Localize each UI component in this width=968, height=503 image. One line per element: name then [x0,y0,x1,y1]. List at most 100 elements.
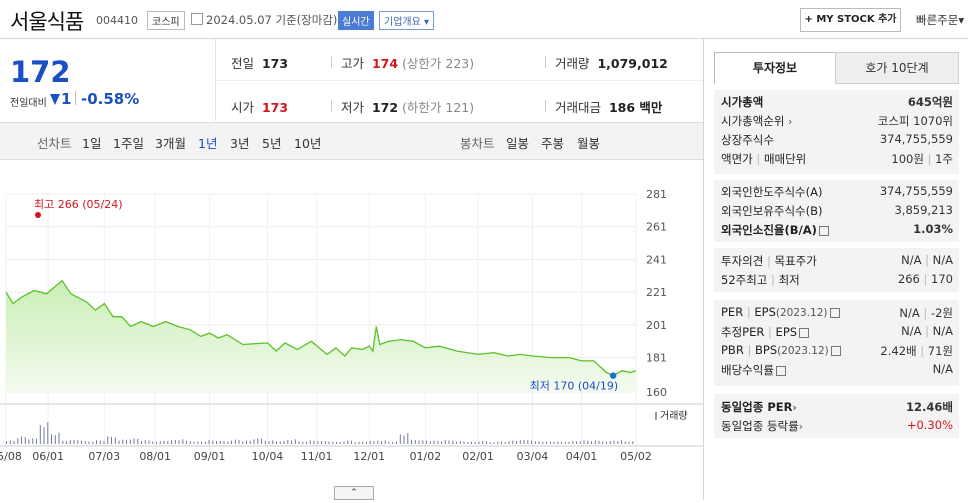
volume-bar [309,440,311,444]
volume-bar [602,441,604,444]
y-tick-label: 160 [646,386,667,399]
volume-bar [152,441,154,444]
realtime-button[interactable]: 실시간 [338,11,374,30]
market-cap-rank-row[interactable]: 시가총액순위 › 코스피 1070위 [721,114,953,128]
low-label: 최저 170 (04/19) [530,380,619,393]
candle-daily[interactable]: 일봉 [506,136,530,151]
period-3m[interactable]: 3개월 [155,136,186,151]
foreign-box: 외국인한도주식수(A) 374,755,559 외국인보유주식수(B) 3,859,… [714,180,959,242]
volume-bar [9,440,11,444]
volume-bar [287,439,289,444]
volume-legend-icon [655,412,657,420]
volume-bar [388,441,390,444]
volume-bar [579,441,581,444]
stock-header: 서울식품 004410 코스피 2024.05.07 기준(장마감) 실시간 기… [0,0,968,39]
x-tick-label: 03/04 [517,450,549,463]
volume-bar [531,440,532,444]
volume-bar [126,440,127,444]
volume-bar [294,439,296,444]
volume-bar [47,422,49,444]
period-3y[interactable]: 3년 [230,136,250,151]
period-1y[interactable]: 1년 [198,136,218,151]
volume-bar [159,441,161,444]
volume-bar [141,441,142,444]
volume-bar [621,440,622,444]
help-icon[interactable] [775,365,786,376]
help-icon[interactable] [818,225,829,236]
volume-bar [598,440,600,444]
opinion-row: 투자의견 | 목표주가 N/A | N/A [721,253,953,268]
est-per-row: 추정PER | EPS N/A | N/A [721,324,953,339]
help-icon[interactable] [799,327,810,338]
volume-bar [114,437,116,444]
expand-chart-button[interactable]: ⌃ [334,486,374,500]
volume-bar [193,441,195,444]
volume-bar [36,438,37,444]
stock-code: 004410 [96,14,138,27]
volume-bar [512,440,514,444]
candle-weekly[interactable]: 주봉 [541,136,565,151]
volume-bar [261,438,262,444]
volume-bar [107,436,109,444]
sector-rate-row[interactable]: 동일업종 등락률› +0.30% [721,418,953,433]
tab-investment-info[interactable]: 투자정보 [714,52,836,84]
volume-bar [384,440,386,444]
volume-bar [81,440,82,444]
volume-bar [208,440,210,444]
volume-bar [617,441,619,444]
volume-bar [441,441,442,444]
price-line [5,279,637,377]
volume-bar [437,440,439,444]
chart-period-bar: 선차트 1일 1주일 3개월 1년 3년 5년 10년 봉차트 일봉 주봉 월봉 [0,122,703,160]
volume-bar [223,441,225,444]
volume-bar [343,441,345,444]
price-change: 1 [61,90,72,108]
listed-shares-row: 상장주식수 374,755,559 [721,132,953,147]
tab-order-book[interactable]: 호가 10단계 [835,52,959,84]
volume-bar [471,441,472,444]
volume-bar [381,441,382,444]
x-tick-label: 09/01 [194,450,226,463]
help-icon[interactable] [830,345,841,356]
quick-order-dropdown[interactable]: 빠른주문▾ [916,13,965,27]
market-cap-row: 시가총액 645억원 [721,95,953,109]
company-overview-dropdown[interactable]: 기업개요 ▾ [379,11,435,30]
volume-bar [632,441,634,444]
volume-bar [501,441,502,444]
candle-monthly[interactable]: 월봉 [577,136,601,151]
volume-bar [62,440,64,444]
period-10y[interactable]: 10년 [294,136,322,151]
period-1w[interactable]: 1주일 [113,136,144,151]
x-tick-label: 05/08 [0,450,22,463]
volume-bar [58,432,60,444]
volume-bar [403,435,405,444]
volume-bar [519,440,521,444]
market-cap-box: 시가총액 645억원 시가총액순위 › 코스피 1070위 상장주식수 374,755… [714,90,959,174]
volume-bar [148,440,150,444]
volume-bar [534,441,536,444]
help-icon[interactable] [829,307,840,318]
volume-bar [88,441,90,444]
volume-bar [137,438,139,444]
volume-bar [253,439,255,444]
add-my-stock-button[interactable]: + MY STOCK 추가 [800,8,901,32]
x-tick-label: 01/02 [410,450,442,463]
volume-bar [336,441,337,444]
volume-bar [332,441,334,444]
volume-bar [249,440,251,444]
volume-bar [489,442,491,444]
y-tick-label: 281 [646,188,667,201]
x-tick-label: 05/02 [620,450,652,463]
volume-bar [392,442,394,444]
y-tick-label: 201 [646,319,667,332]
volume-bar [493,442,495,444]
period-1d[interactable]: 1일 [82,136,102,151]
volume-bar [373,441,375,444]
volume-bar [103,441,105,444]
divider [545,56,546,68]
period-5y[interactable]: 5년 [262,136,282,151]
volume-bar [377,440,379,444]
sector-per-row[interactable]: 동일업종 PER› 12.46배 [721,400,953,414]
volume-bar [264,440,266,444]
chevron-right-icon: › [792,402,797,414]
